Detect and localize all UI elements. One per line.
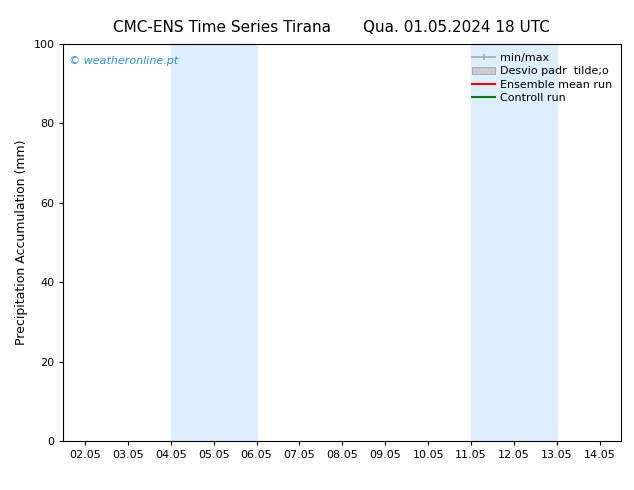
Text: © weatheronline.pt: © weatheronline.pt	[69, 56, 178, 66]
Bar	[214, 44, 257, 441]
Bar	[514, 44, 557, 441]
Bar	[171, 44, 214, 441]
Bar	[471, 44, 514, 441]
Y-axis label: Precipitation Accumulation (mm): Precipitation Accumulation (mm)	[15, 140, 28, 345]
Legend: min/max, Desvio padr  tilde;o, Ensemble mean run, Controll run: min/max, Desvio padr tilde;o, Ensemble m…	[469, 49, 616, 106]
Text: CMC-ENS Time Series Tirana: CMC-ENS Time Series Tirana	[113, 20, 331, 35]
Text: Qua. 01.05.2024 18 UTC: Qua. 01.05.2024 18 UTC	[363, 20, 550, 35]
